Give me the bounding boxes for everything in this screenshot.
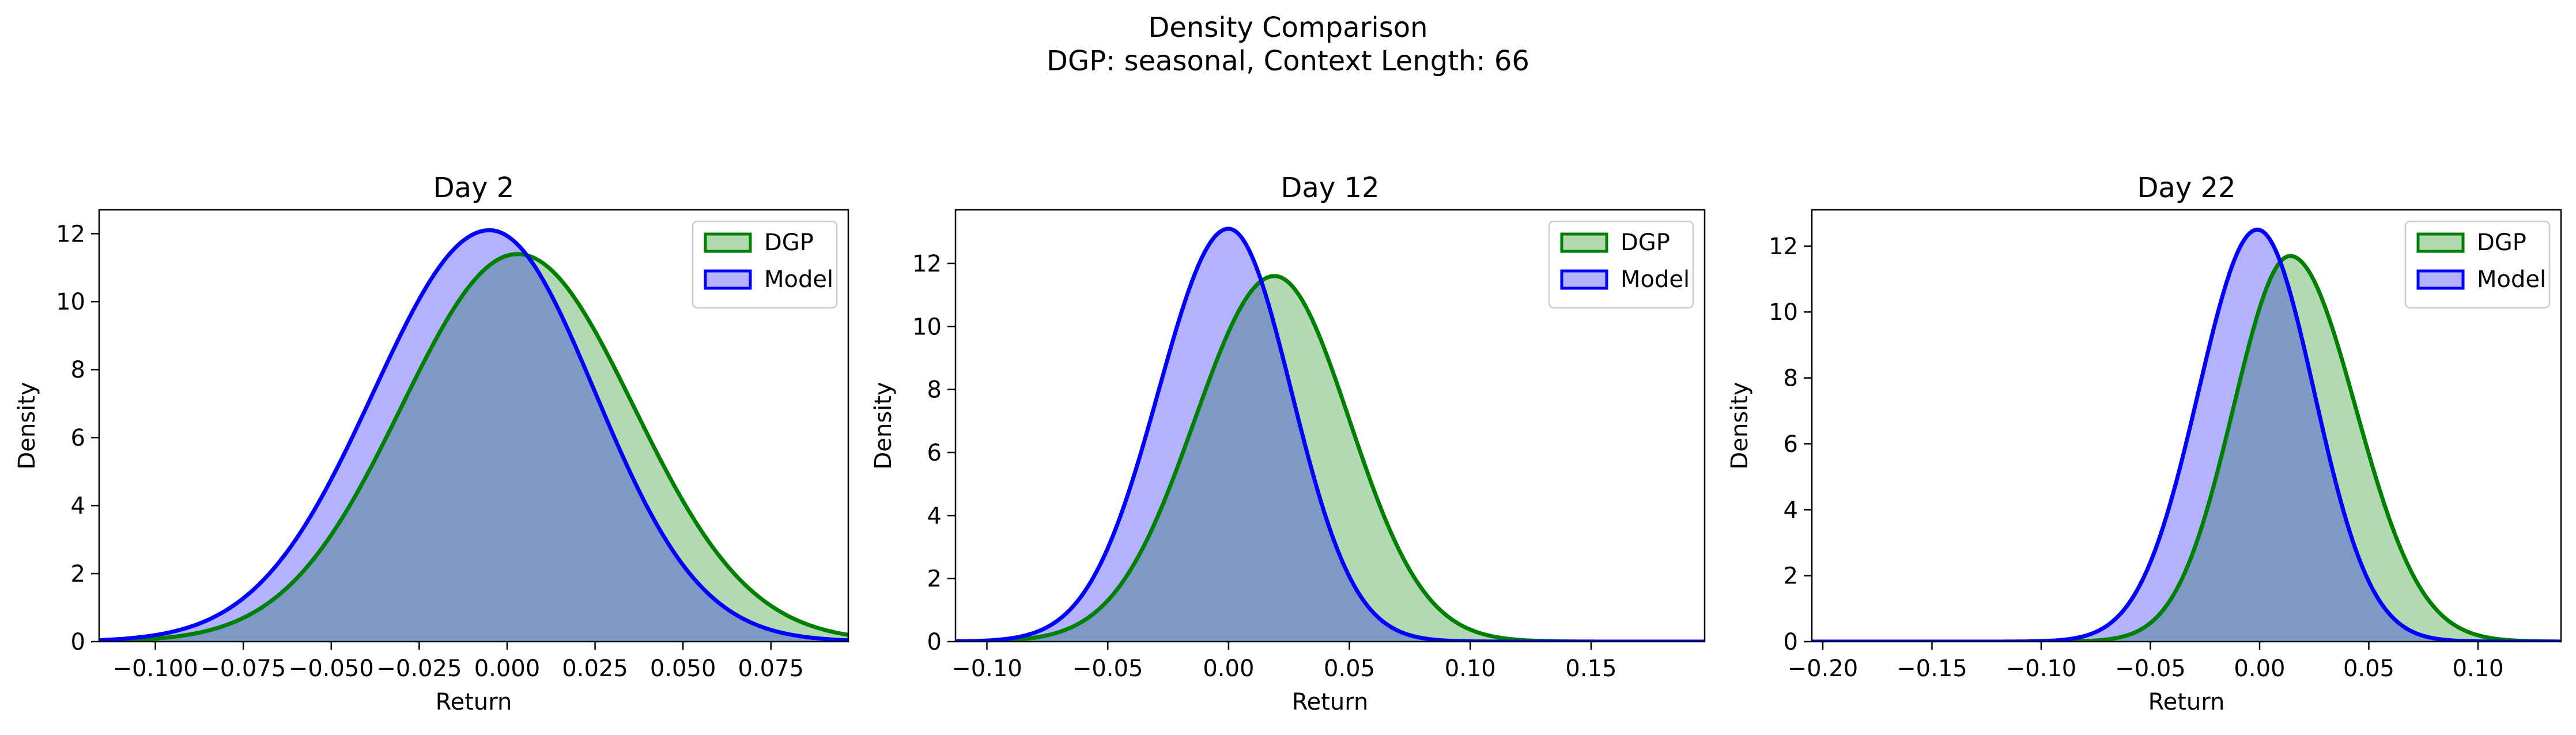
x-tick-label: 0.075 [738,655,804,682]
y-tick-label: 10 [1769,299,1798,326]
y-tick-label: 2 [1784,563,1798,590]
legend-label-model: Model [2477,266,2546,293]
legend-swatch-model [704,269,752,290]
y-tick-label: 8 [927,377,942,404]
y-tick-label: 12 [56,221,85,247]
dgp-density-line [1812,254,2561,642]
y-tick-label: 2 [927,566,942,593]
subplot-1: −0.100 −0.075 −0.050 −0.025 0.000 0.025 0.050 0… [14,172,849,715]
x-axis-label: Return [436,689,512,715]
legend-swatch-dgp [2416,232,2465,253]
y-axis-label: Density [14,382,40,469]
y-tick-label: 0 [1784,629,1798,655]
x-tick-label: −0.05 [1072,655,1143,682]
figure-subtitle: DGP: seasonal, Context Length: 66 [1047,45,1529,77]
x-tick-label: 0.05 [1324,655,1375,682]
dgp-density-line [99,252,848,642]
x-tick-label: −0.15 [1897,655,1967,682]
y-tick-label: 2 [71,561,85,587]
legend-swatch-dgp [704,232,752,253]
subplots: −0.100 −0.075 −0.050 −0.025 0.000 0.025 0.050 0… [14,172,2562,715]
x-tick-label: −0.050 [289,655,374,682]
y-tick-label: 4 [927,503,942,529]
axes-frame [98,209,849,643]
y-axis-label: Density [870,382,897,469]
x-tick-label: 0.05 [2343,655,2394,682]
x-tick-label: −0.075 [201,655,286,682]
legend-label-dgp: DGP [764,229,814,256]
y-tick-label: 0 [71,629,85,655]
legend-label-model: Model [1621,266,1690,293]
subplot-2: −0.10 −0.05 0.00 0.05 0.10 0.15 0 2 4 6 8 10 12 Day 1… [870,172,1706,715]
x-tick-label: −0.05 [2115,655,2186,682]
x-axis-label: Return [1292,689,1369,715]
x-tick-label: 0.15 [1565,655,1616,682]
x-tick-label: 0.000 [474,655,541,682]
y-tick-label: 6 [71,425,85,451]
axes-frame [1811,209,2562,643]
y-tick-label: 12 [1769,233,1798,260]
x-tick-label: 0.00 [1203,655,1254,682]
figure-title: Density Comparison [1148,12,1427,44]
subplot-title: Day 2 [433,172,515,204]
x-tick-label: 0.10 [2452,655,2503,682]
y-tick-label: 8 [71,357,85,383]
x-tick-label: 0.10 [1445,655,1496,682]
x-tick-label: −0.10 [951,655,1022,682]
y-tick-label: 4 [1784,497,1798,523]
model-density-line [1812,227,2561,642]
model-density-line [99,228,848,642]
x-axis-label: Return [2148,689,2225,715]
legend: DGP Model [692,220,838,309]
y-tick-label: 10 [912,314,942,340]
y-tick-label: 4 [71,493,85,519]
y-tick-label: 6 [927,440,942,466]
legend-label-model: Model [764,266,833,293]
x-tick-label: −0.20 [1788,655,1859,682]
y-tick-label: 12 [912,251,942,277]
legend-label-dgp: DGP [2477,229,2526,256]
x-tick-label: −0.10 [2006,655,2077,682]
overlap-density-fill [99,254,848,642]
dgp-density-fill [1812,256,2561,642]
axes-frame [954,209,1706,643]
x-tick-label: 0.025 [562,655,628,682]
x-tick-label: −0.100 [113,655,198,682]
x-tick-label: −0.025 [376,655,462,682]
legend-swatch-model [2416,269,2465,290]
subplot-title: Day 12 [1281,172,1379,204]
y-axis-label: Density [1727,382,1753,469]
y-tick-label: 10 [56,289,85,315]
subplot-3: −0.20 −0.15 −0.10 −0.05 0.00 0.05 0.10 0 2 4 6 8 10 1… [1727,172,2562,715]
model-density-fill [955,228,1705,642]
legend: DGP Model [2404,220,2551,309]
x-tick-label: 0.050 [650,655,716,682]
plot-area [1812,227,2561,642]
subplot-title: Day 22 [2137,172,2235,204]
legend-label-dgp: DGP [1621,229,1670,256]
model-density-line [955,227,1705,642]
model-density-fill [1812,229,2561,642]
plot-area [99,228,848,642]
y-tick-label: 8 [1784,365,1798,392]
legend-swatch-model [1560,269,1608,290]
x-tick-label: 0.00 [2234,655,2285,682]
legend-swatch-dgp [1560,232,1608,253]
legend: DGP Model [1548,220,1694,309]
y-tick-label: 6 [1784,431,1798,458]
y-tick-label: 0 [927,629,942,655]
